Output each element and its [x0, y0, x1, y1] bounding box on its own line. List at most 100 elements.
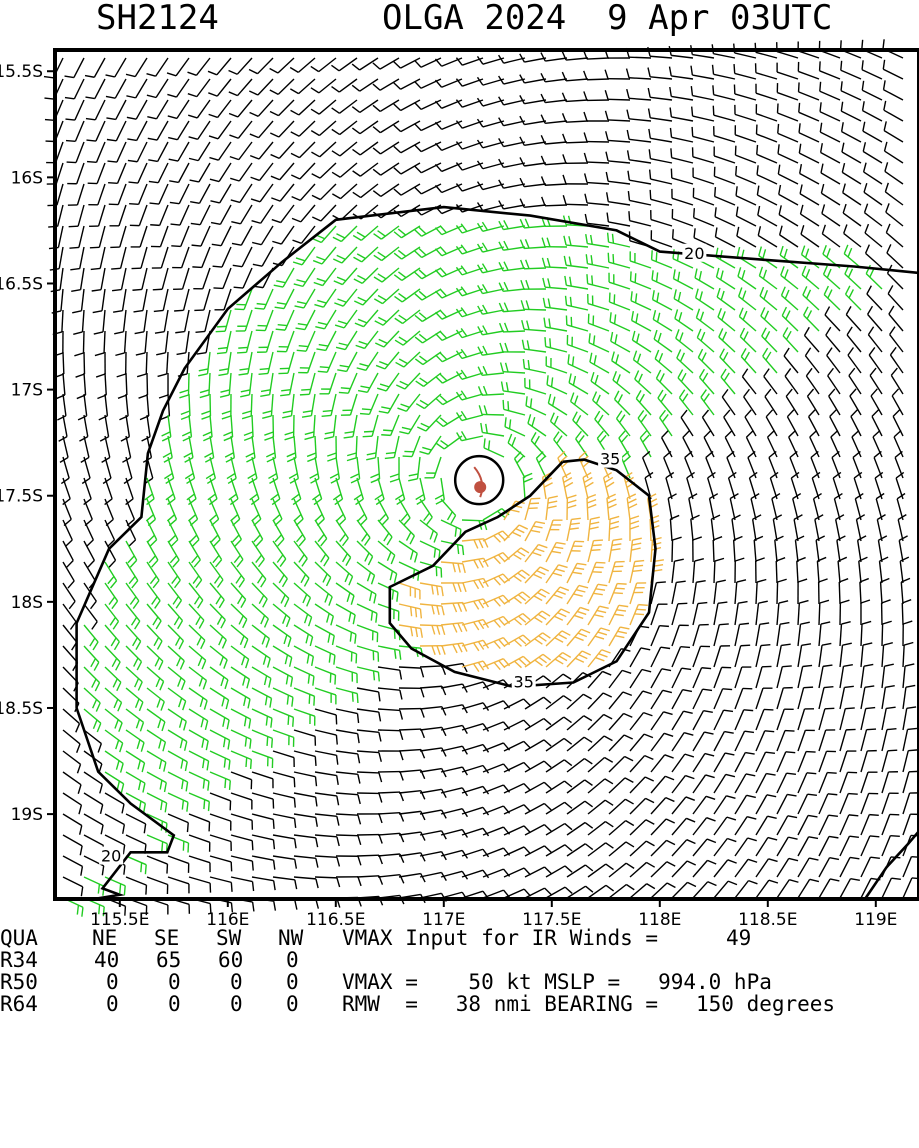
wind-barb: [231, 856, 253, 871]
wind-barb: [666, 472, 674, 499]
wind-barb: [824, 286, 840, 310]
wind-barb: [846, 306, 861, 331]
wind-barb: [841, 61, 861, 79]
wind-barb: [585, 194, 609, 205]
wind-barb: [693, 559, 704, 583]
wind-barb: [399, 415, 420, 434]
wind-barb: [628, 150, 651, 163]
wind-barb: [756, 623, 769, 646]
wind-barb: [252, 856, 275, 870]
contour-35: [390, 460, 656, 687]
wind-barb: [842, 163, 861, 184]
wind-barb: [105, 646, 120, 670]
wind-barb: [403, 436, 420, 457]
wind-barb: [168, 772, 188, 791]
y-tick-label: 19S: [11, 805, 43, 825]
wind-barb: [608, 253, 630, 268]
wind-barb: [298, 352, 315, 373]
wind-barb: [798, 579, 807, 604]
wind-barb: [311, 142, 336, 157]
wind-barb: [363, 415, 378, 437]
wind-barb: [260, 373, 273, 396]
wind-barb: [210, 730, 230, 749]
wind-barb: [87, 142, 105, 162]
wind-barb: [173, 268, 189, 289]
wind-barb: [740, 328, 756, 352]
wind-barb: [627, 494, 637, 520]
wind-barb: [741, 348, 756, 373]
wind-barb: [249, 58, 273, 74]
wind-barb: [189, 835, 210, 852]
wind-barb: [868, 327, 882, 352]
wind-barb: [271, 184, 294, 201]
wind-barb: [864, 183, 882, 205]
wind-barb: [840, 815, 858, 835]
wind-barb: [150, 184, 168, 204]
wind-barb: [651, 776, 674, 793]
wind-barb: [252, 877, 275, 890]
wind-barb: [213, 268, 231, 288]
wind-barb: [106, 79, 126, 98]
wind-barb: [801, 205, 819, 226]
wind-barb: [441, 583, 466, 592]
wind-barb: [242, 394, 252, 419]
wind-barb: [189, 604, 204, 629]
wind-barb: [74, 331, 84, 356]
wind-barb: [651, 883, 675, 898]
wind-barb: [213, 247, 231, 267]
wind-barb: [353, 226, 378, 240]
wind-barb: [378, 730, 403, 740]
wind-barb: [672, 209, 693, 226]
wind-barb: [147, 688, 164, 711]
wind-barb: [693, 668, 711, 688]
wind-barb: [605, 70, 630, 79]
wind-barb: [847, 327, 861, 352]
wind-barb: [336, 751, 360, 763]
wind-barb: [693, 839, 716, 856]
wind-barb: [546, 609, 570, 625]
wind-barb: [171, 226, 189, 246]
wind-barb: [630, 884, 655, 898]
wind-barb: [126, 751, 145, 772]
wind-barb: [525, 697, 551, 709]
wind-barb: [168, 625, 183, 649]
wind-barb: [651, 712, 673, 730]
wind-barb: [63, 625, 77, 650]
wind-barb: [339, 373, 357, 393]
wind-barb: [65, 58, 84, 78]
wind-barb: [315, 856, 339, 866]
wind-barb: [714, 167, 735, 184]
wind-barb: [90, 226, 105, 248]
wind-barb: [630, 605, 648, 625]
wind-barb: [782, 307, 798, 331]
wind-barb: [150, 205, 168, 225]
wind-barb: [89, 205, 105, 226]
wind-barb: [270, 121, 294, 137]
wind-barb: [350, 457, 359, 483]
wind-barb: [678, 370, 693, 394]
contour-label: 35: [600, 450, 620, 469]
wind-barb: [884, 121, 903, 142]
wind-barb: [262, 394, 273, 418]
wind-barb: [188, 58, 210, 75]
wind-barb: [336, 877, 361, 886]
wind-barb: [294, 835, 318, 847]
wind-barb: [294, 562, 309, 586]
wind-barb: [273, 793, 295, 808]
wind-barb: [273, 856, 296, 869]
wind-barb: [357, 520, 370, 545]
wind-barb: [819, 751, 836, 772]
wind-barb: [735, 105, 756, 121]
wind-barb: [882, 600, 891, 625]
wind-barb: [693, 796, 715, 814]
wind-barb: [778, 165, 798, 184]
wind-barb: [801, 225, 819, 247]
wind-barb: [294, 688, 314, 706]
wind-barb: [735, 146, 756, 163]
wind-barb: [546, 496, 558, 520]
wind-barb: [607, 213, 630, 226]
wind-barb: [591, 372, 609, 394]
wind-barb: [671, 148, 693, 163]
wind-barb: [714, 602, 727, 625]
wind-barb: [147, 751, 166, 772]
